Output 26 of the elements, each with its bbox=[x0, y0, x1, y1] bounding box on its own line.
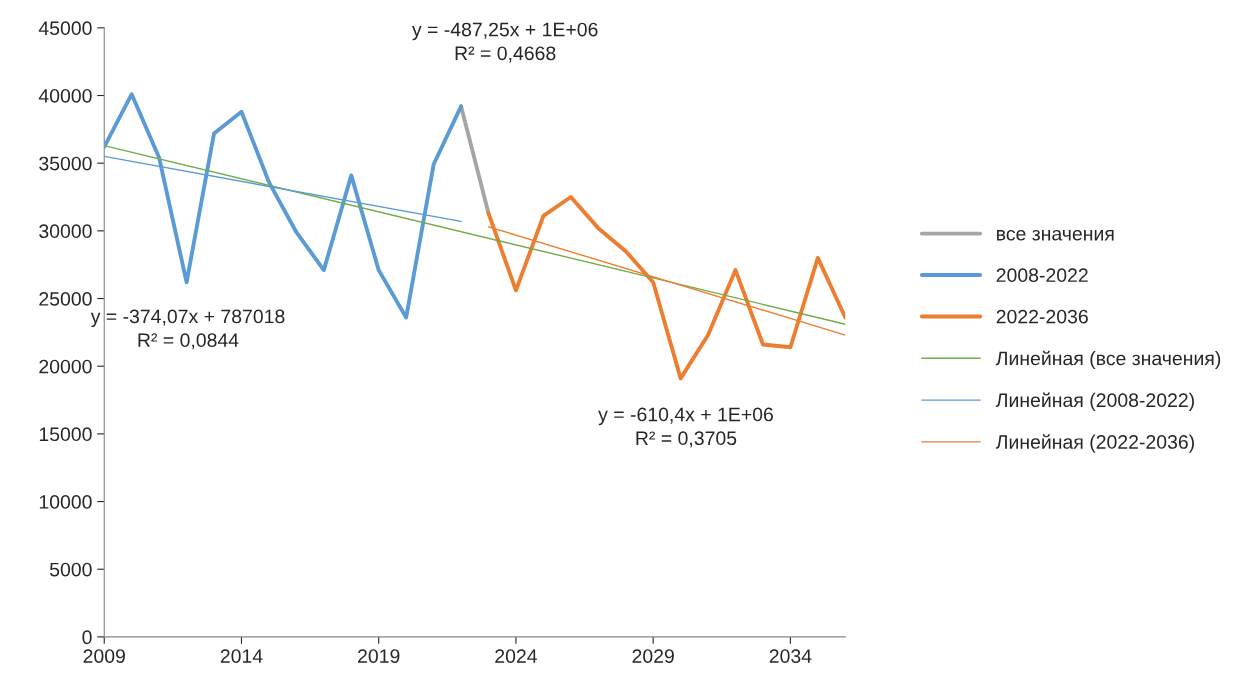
legend-label: 2022-2036 bbox=[996, 309, 1088, 324]
y-tick-label: 35000 bbox=[39, 156, 92, 171]
x-tick-label: 2024 bbox=[495, 649, 537, 663]
legend-label: Линейная (2022-2036) bbox=[995, 434, 1194, 453]
y-tick-label: 30000 bbox=[39, 224, 92, 239]
y-tick-label: 10000 bbox=[39, 495, 92, 509]
x-tick-label: 2029 bbox=[632, 649, 674, 663]
legend-label: 2008-2022 bbox=[996, 268, 1088, 283]
y-tick-label: 15000 bbox=[39, 427, 92, 442]
x-tick-label: 2014 bbox=[220, 649, 263, 663]
y-tick-label: 25000 bbox=[39, 292, 92, 306]
x-tick-label: 2034 bbox=[769, 649, 812, 663]
y-tick-label: 5000 bbox=[49, 562, 92, 577]
x-tick-label: 2009 bbox=[83, 649, 125, 663]
y-tick-label: 20000 bbox=[39, 359, 92, 374]
line-series bbox=[486, 195, 846, 381]
x-tick-label: 2019 bbox=[358, 649, 400, 663]
annotation: y = -374,07x + 787018 R² = 0,0844 bbox=[90, 309, 285, 350]
annotation: y = -487,25x + 1E+06 R² = 0,4668 bbox=[411, 22, 598, 63]
annotation: y = -610,4x + 1E+06 R² = 0,3705 bbox=[598, 407, 773, 448]
y-tick-label: 40000 bbox=[38, 88, 92, 103]
y-tick-label: 45000 bbox=[38, 21, 92, 36]
legend-label: Линейная (2008-2022) bbox=[995, 392, 1194, 411]
y-tick-label: 0 bbox=[82, 630, 92, 645]
legend-label: все значения bbox=[997, 229, 1114, 241]
legend-label: Линейная (все значения) bbox=[995, 350, 1221, 370]
